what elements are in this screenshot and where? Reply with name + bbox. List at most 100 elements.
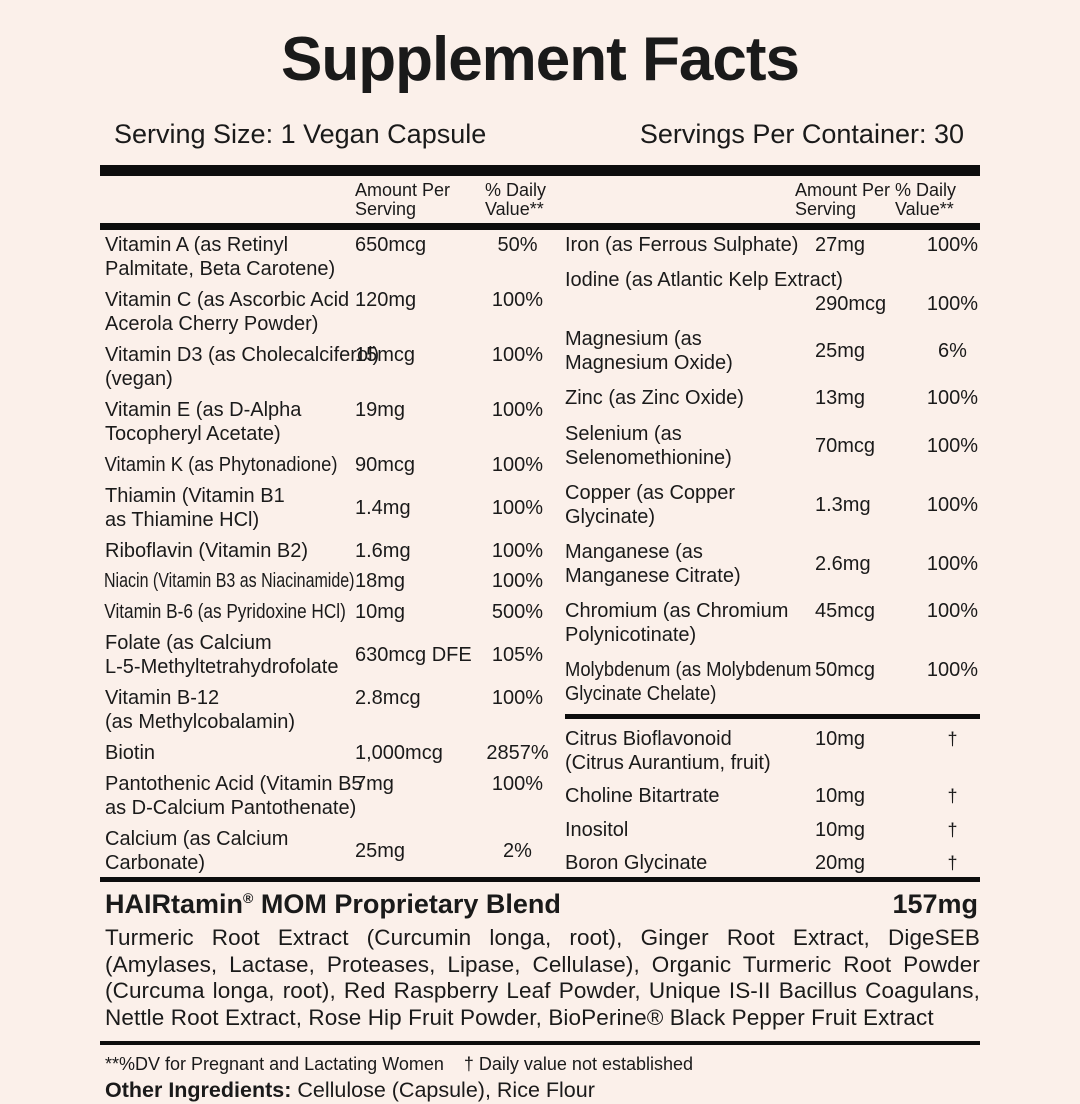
nutrient-daily-value: 100% xyxy=(491,570,544,593)
proprietary-blend-title: HAIRtamin® MOM Proprietary Blend xyxy=(105,889,561,920)
nutrient-daily-value: 100% xyxy=(491,773,544,796)
nutrient-row: Magnesium (as Magnesium Oxide) 25mg 6% xyxy=(565,327,980,375)
nutrient-daily-value: 50% xyxy=(497,234,538,256)
nutrient-name: Choline Bitartrate xyxy=(565,785,720,808)
divider-top-thick xyxy=(100,165,980,176)
nutrient-row: Calcium (as Calcium Carbonate) 25mg 2% xyxy=(100,827,550,875)
table-header-left: Amount Per Serving % Daily Value** xyxy=(100,181,550,219)
nutrient-row: Thiamin (Vitamin B1 as Thiamine HCl) 1.4… xyxy=(100,484,550,532)
nutrient-row: Zinc (as Zinc Oxide) 13mg 100% xyxy=(565,386,980,410)
nutrient-daily-value: 100% xyxy=(491,453,544,476)
nutrient-daily-value: 100% xyxy=(491,496,544,519)
nutrient-amount: 2.8mcg xyxy=(355,687,421,710)
nutrient-amount: 45mcg xyxy=(815,599,876,622)
header-amount-per-serving: Amount Per Serving xyxy=(355,180,451,219)
nutrient-row: Choline Bitartrate 10mg † xyxy=(565,784,980,808)
other-ingredients-row: Other Ingredients: Cellulose (Capsule), … xyxy=(100,1078,980,1103)
nutrient-row: Chromium (as Chromium Polynicotinate) 45… xyxy=(565,599,980,647)
nutrient-row: Vitamin K (as Phytonadione) 90mcg 100% xyxy=(100,453,550,477)
other-nutrients-rows: Citrus Bioflavonoid (Citrus Aurantium, f… xyxy=(565,727,980,875)
nutrient-name: Vitamin B-12 (as Methylcobalamin) xyxy=(105,687,296,734)
nutrient-name: Vitamin D3 (as Cholecalciferol) (vegan) xyxy=(105,343,380,390)
nutrient-name: Folate (as Calcium L-5-Methyltetrahydrof… xyxy=(105,632,339,679)
nutrient-amount: 50mcg xyxy=(815,659,876,682)
nutrient-daily-value: 2% xyxy=(503,839,532,862)
nutrient-daily-value: 100% xyxy=(491,288,544,311)
nutrient-row: Manganese (as Manganese Citrate) 2.6mg 1… xyxy=(565,540,980,588)
nutrient-amount: 10mg xyxy=(815,818,866,841)
nutrient-row: Vitamin A (as Retinyl Palmitate, Beta Ca… xyxy=(100,233,550,281)
nutrient-name: Citrus Bioflavonoid (Citrus Aurantium, f… xyxy=(565,728,771,775)
nutrient-daily-value: 100% xyxy=(926,293,979,316)
nutrient-amount: 25mg xyxy=(355,839,406,862)
nutrient-name: Riboflavin (Vitamin B2) xyxy=(105,539,309,562)
nutrient-amount: 1,000mcg xyxy=(355,742,443,765)
nutrient-row: Iodine (as Atlantic Kelp Extract) 290mcg… xyxy=(565,268,980,316)
nutrient-amount: 1.3mg xyxy=(815,493,871,516)
nutrient-name: Boron Glycinate xyxy=(565,851,708,874)
nutrient-row: Boron Glycinate 20mg † xyxy=(565,851,980,875)
nutrient-amount: 15mcg xyxy=(355,343,416,366)
table-header-row: Amount Per Serving % Daily Value** Amoun… xyxy=(100,176,980,223)
nutrient-row: Copper (as Copper Glycinate) 1.3mg 100% xyxy=(565,481,980,529)
nutrient-amount: 20mg xyxy=(815,851,866,874)
nutrient-amount: 2.6mg xyxy=(815,552,871,575)
nutrient-row: Pantothenic Acid (Vitamin B5 as D-Calciu… xyxy=(100,772,550,820)
nutrient-daily-value: 105% xyxy=(491,644,544,667)
nutrient-daily-value: 100% xyxy=(926,552,979,575)
nutrient-daily-value: 6% xyxy=(938,340,967,363)
nutrient-name: Thiamin (Vitamin B1 as Thiamine HCl) xyxy=(105,484,285,531)
nutrient-row: Vitamin C (as Ascorbic Acid Acerola Cher… xyxy=(100,288,550,336)
dagger-footnote: † Daily value not established xyxy=(463,1054,694,1074)
nutrient-name: Vitamin A (as Retinyl Palmitate, Beta Ca… xyxy=(105,234,336,280)
nutrient-daily-value: † xyxy=(947,852,958,873)
header-amount-per-serving: Amount Per Serving xyxy=(795,180,891,219)
nutrient-daily-value: † xyxy=(947,729,958,750)
other-ingredients-value: Cellulose (Capsule), Rice Flour xyxy=(297,1078,595,1102)
nutrient-daily-value: 100% xyxy=(926,659,979,682)
nutrient-row: Citrus Bioflavonoid (Citrus Aurantium, f… xyxy=(565,727,980,775)
divider-header-thick xyxy=(100,223,980,230)
nutrient-daily-value: † xyxy=(947,819,958,840)
nutrient-row: Vitamin D3 (as Cholecalciferol) (vegan) … xyxy=(100,343,550,391)
serving-size: Serving Size: 1 Vegan Capsule xyxy=(114,119,487,149)
footnote-row: **%DV for Pregnant and Lactating Women † … xyxy=(100,1054,980,1075)
nutrient-row: Folate (as Calcium L-5-Methyltetrahydrof… xyxy=(100,631,550,679)
nutrient-amount: 7mg xyxy=(355,773,394,796)
nutrient-name: Niacin (Vitamin B3 as Niacinamide) xyxy=(104,570,355,593)
header-daily-value: % Daily Value** xyxy=(895,180,957,219)
nutrient-daily-value: 100% xyxy=(491,343,544,366)
nutrient-name: Vitamin B-6 (as Pyridoxine HCl) xyxy=(104,601,346,624)
nutrient-row: Molybdenum (as Molybdenum Glycinate Chel… xyxy=(565,658,980,706)
nutrient-amount: 13mg xyxy=(815,387,866,410)
header-daily-value: % Daily Value** xyxy=(485,180,547,219)
divider-footnote xyxy=(100,1041,980,1045)
nutrient-name: Pantothenic Acid (Vitamin B5 as D-Calciu… xyxy=(105,773,363,820)
nutrient-name: Vitamin C (as Ascorbic Acid Acerola Cher… xyxy=(105,288,350,335)
nutrient-amount: 19mg xyxy=(355,398,406,421)
nutrient-amount: 650mcg xyxy=(355,234,427,256)
nutrient-amount: 120mg xyxy=(355,288,417,311)
nutrient-daily-value: 100% xyxy=(926,599,979,622)
proprietary-blend-header: HAIRtamin® MOM Proprietary Blend 157mg xyxy=(100,889,980,920)
nutrient-name: Chromium (as Chromium Polynicotinate) xyxy=(565,599,789,646)
nutrient-amount: 25mg xyxy=(815,340,866,363)
supplement-facts-label: Supplement Facts Serving Size: 1 Vegan C… xyxy=(0,24,1080,1104)
servings-per-container: Servings Per Container: 30 xyxy=(639,119,964,149)
divider-right-column xyxy=(565,714,980,720)
dv-footnote: **%DV for Pregnant and Lactating Women xyxy=(105,1054,444,1074)
nutrient-name: Inositol xyxy=(565,818,629,841)
nutrient-name: Vitamin E (as D-Alpha Tocopheryl Acetate… xyxy=(105,398,302,445)
nutrient-row: Niacin (Vitamin B3 as Niacinamide) 18mg … xyxy=(100,569,550,593)
nutrient-daily-value: 500% xyxy=(491,601,544,624)
nutrient-daily-value: 100% xyxy=(491,398,544,421)
nutrient-name: Vitamin K (as Phytonadione) xyxy=(104,453,338,476)
nutrient-amount: 10mg xyxy=(355,601,406,624)
page-title: Supplement Facts xyxy=(281,25,800,94)
nutrient-row: Selenium (as Selenomethionine) 70mcg 100… xyxy=(565,422,980,470)
blend-title-rest: MOM Proprietary Blend xyxy=(253,889,561,919)
nutrient-amount: 290mcg xyxy=(815,293,887,316)
nutrient-name: Zinc (as Zinc Oxide) xyxy=(565,387,744,410)
nutrient-amount: 1.6mg xyxy=(355,539,411,562)
nutrient-daily-value: 2857% xyxy=(486,742,549,765)
